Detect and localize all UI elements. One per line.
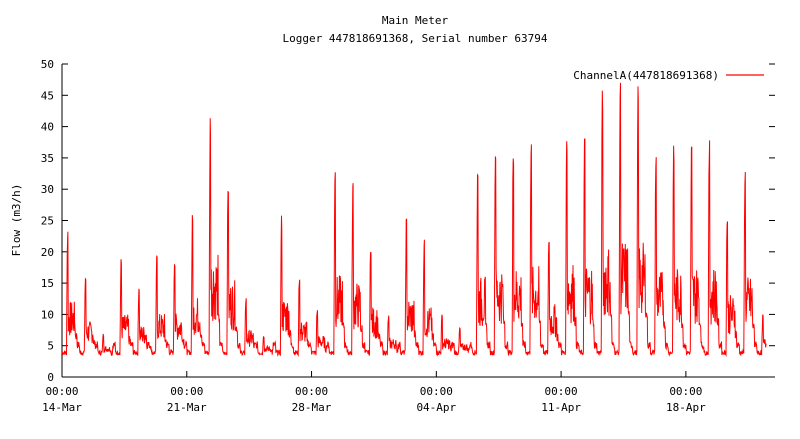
- x-tick-time-label: 00:00: [420, 385, 453, 398]
- x-tick-time-label: 00:00: [170, 385, 203, 398]
- y-tick-label: 5: [47, 340, 54, 353]
- x-tick-time-label: 00:00: [545, 385, 578, 398]
- series-line-channel-a: [61, 82, 767, 357]
- y-tick-label: 40: [41, 121, 54, 134]
- legend-label: ChannelA(447818691368): [573, 69, 719, 82]
- x-tick-time-label: 00:00: [45, 385, 78, 398]
- y-tick-label: 30: [41, 183, 54, 196]
- y-tick-label: 10: [41, 308, 54, 321]
- chart-subtitle: Logger 447818691368, Serial number 63794: [283, 32, 548, 45]
- y-tick-label: 0: [47, 371, 54, 384]
- x-tick-date-label: 04-Apr: [416, 401, 456, 414]
- legend: ChannelA(447818691368): [573, 69, 764, 82]
- y-tick-label: 35: [41, 152, 54, 165]
- chart-title: Main Meter: [382, 14, 449, 27]
- y-ticks: 0 5 10 15 20 25 30 35 40 45 50: [41, 58, 775, 384]
- x-ticks: 00:00 14-Mar 00:00 21-Mar 00:00 28-Mar 00:00 04…: [42, 371, 706, 414]
- x-tick-date-label: 18-Apr: [666, 401, 706, 414]
- x-tick-date-label: 14-Mar: [42, 401, 82, 414]
- y-tick-label: 50: [41, 58, 54, 71]
- x-tick-time-label: 00:00: [669, 385, 702, 398]
- y-axis-label: Flow (m3/h): [10, 184, 23, 257]
- x-tick-date-label: 11-Apr: [541, 401, 581, 414]
- y-tick-label: 15: [41, 277, 54, 290]
- x-tick-date-label: 28-Mar: [292, 401, 332, 414]
- y-tick-label: 45: [41, 89, 54, 102]
- x-tick-time-label: 00:00: [295, 385, 328, 398]
- y-tick-label: 25: [41, 215, 54, 228]
- x-tick-date-label: 21-Mar: [167, 401, 207, 414]
- plot-area: [61, 82, 767, 357]
- y-tick-label: 20: [41, 246, 54, 259]
